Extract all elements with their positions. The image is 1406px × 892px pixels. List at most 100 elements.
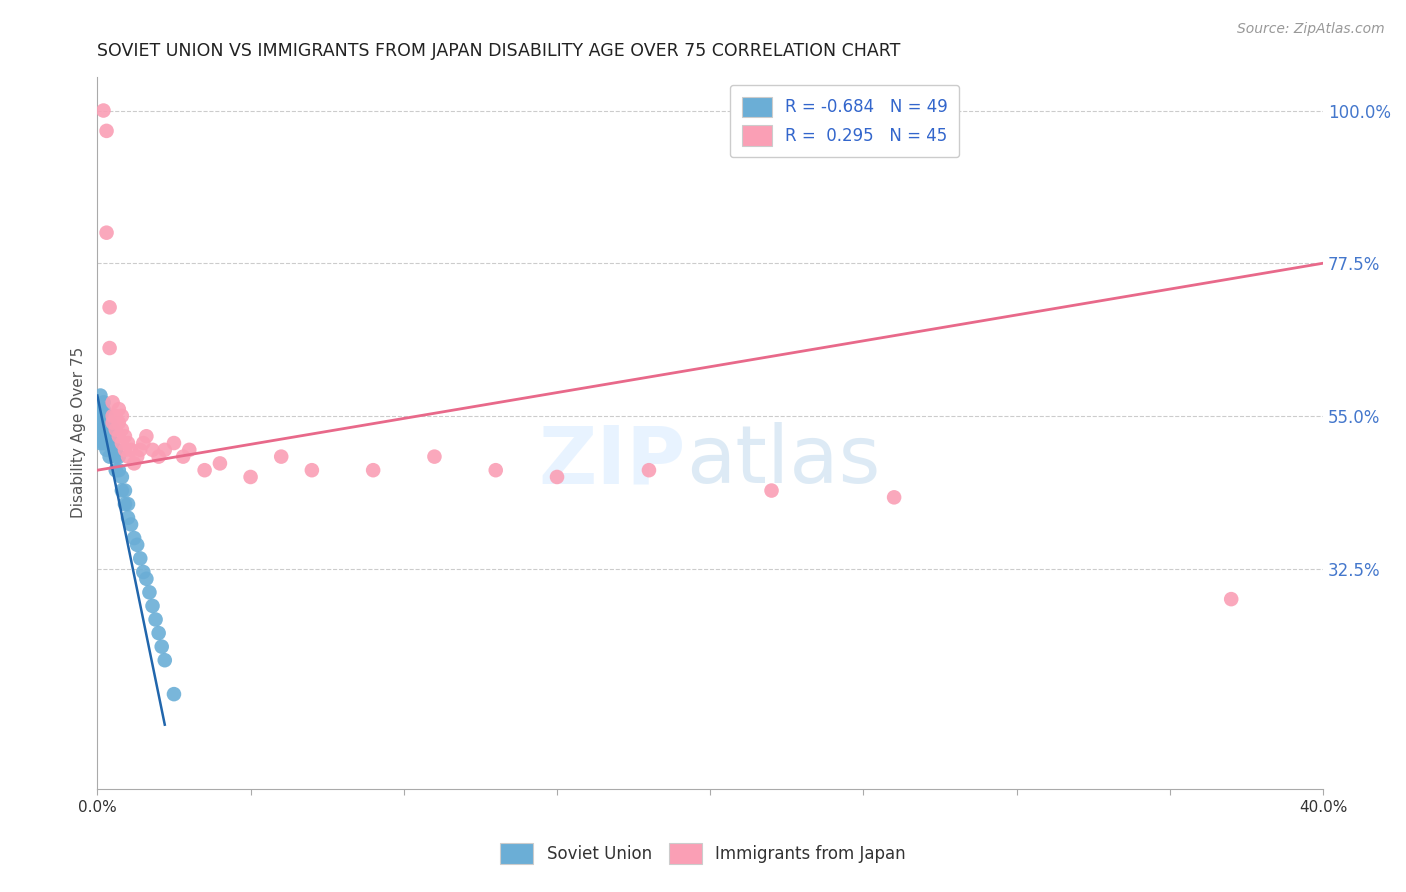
Point — [179, 442, 201, 457]
Point — [114, 429, 136, 443]
Point — [93, 103, 115, 118]
Point — [104, 409, 127, 423]
Point — [101, 416, 124, 430]
Point — [104, 463, 127, 477]
Point — [107, 429, 129, 443]
Point — [163, 687, 186, 701]
Point — [89, 422, 111, 436]
Point — [93, 429, 115, 443]
Legend: R = -0.684   N = 49, R =  0.295   N = 45: R = -0.684 N = 49, R = 0.295 N = 45 — [730, 85, 959, 157]
Point — [208, 457, 231, 471]
Point — [93, 422, 115, 436]
Point — [89, 402, 111, 417]
Point — [104, 442, 127, 457]
Point — [117, 450, 139, 464]
Point — [114, 483, 136, 498]
Point — [98, 436, 121, 450]
Point — [135, 572, 157, 586]
Point — [101, 436, 124, 450]
Point — [101, 442, 124, 457]
Point — [150, 640, 173, 654]
Point — [117, 510, 139, 524]
Point — [96, 442, 118, 457]
Point — [132, 436, 155, 450]
Point — [122, 457, 145, 471]
Point — [194, 463, 217, 477]
Point — [120, 517, 142, 532]
Point — [111, 422, 134, 436]
Point — [127, 538, 149, 552]
Point — [761, 483, 783, 498]
Point — [101, 422, 124, 436]
Point — [96, 422, 118, 436]
Text: Source: ZipAtlas.com: Source: ZipAtlas.com — [1237, 22, 1385, 37]
Point — [138, 585, 160, 599]
Point — [172, 450, 194, 464]
Point — [93, 395, 115, 409]
Point — [122, 531, 145, 545]
Point — [96, 226, 118, 240]
Point — [153, 653, 176, 667]
Point — [96, 429, 118, 443]
Point — [89, 409, 111, 423]
Text: atlas: atlas — [686, 423, 880, 500]
Point — [101, 395, 124, 409]
Point — [148, 450, 170, 464]
Point — [93, 416, 115, 430]
Point — [111, 470, 134, 484]
Point — [546, 470, 568, 484]
Point — [135, 429, 157, 443]
Point — [111, 483, 134, 498]
Point — [117, 497, 139, 511]
Text: ZIP: ZIP — [538, 423, 686, 500]
Y-axis label: Disability Age Over 75: Disability Age Over 75 — [72, 347, 86, 518]
Point — [89, 388, 111, 402]
Point — [141, 442, 163, 457]
Point — [98, 301, 121, 315]
Point — [107, 402, 129, 417]
Point — [163, 436, 186, 450]
Point — [141, 599, 163, 613]
Point — [270, 450, 292, 464]
Point — [111, 409, 134, 423]
Point — [145, 612, 167, 626]
Point — [127, 450, 149, 464]
Point — [98, 450, 121, 464]
Point — [96, 409, 118, 423]
Point — [485, 463, 508, 477]
Point — [93, 409, 115, 423]
Point — [104, 422, 127, 436]
Point — [129, 442, 152, 457]
Point — [98, 341, 121, 355]
Point — [93, 402, 115, 417]
Point — [129, 551, 152, 566]
Point — [239, 470, 262, 484]
Point — [111, 436, 134, 450]
Point — [96, 124, 118, 138]
Point — [132, 565, 155, 579]
Point — [98, 429, 121, 443]
Point — [361, 463, 384, 477]
Point — [96, 416, 118, 430]
Point — [301, 463, 323, 477]
Point — [107, 450, 129, 464]
Point — [114, 497, 136, 511]
Point — [107, 463, 129, 477]
Point — [104, 450, 127, 464]
Point — [96, 436, 118, 450]
Point — [883, 491, 905, 505]
Point — [638, 463, 661, 477]
Legend: Soviet Union, Immigrants from Japan: Soviet Union, Immigrants from Japan — [494, 837, 912, 871]
Point — [1220, 592, 1243, 607]
Point — [98, 416, 121, 430]
Point — [107, 416, 129, 430]
Point — [153, 442, 176, 457]
Point — [120, 442, 142, 457]
Point — [148, 626, 170, 640]
Point — [114, 442, 136, 457]
Point — [117, 436, 139, 450]
Point — [423, 450, 446, 464]
Text: SOVIET UNION VS IMMIGRANTS FROM JAPAN DISABILITY AGE OVER 75 CORRELATION CHART: SOVIET UNION VS IMMIGRANTS FROM JAPAN DI… — [97, 42, 901, 60]
Point — [89, 436, 111, 450]
Point — [101, 409, 124, 423]
